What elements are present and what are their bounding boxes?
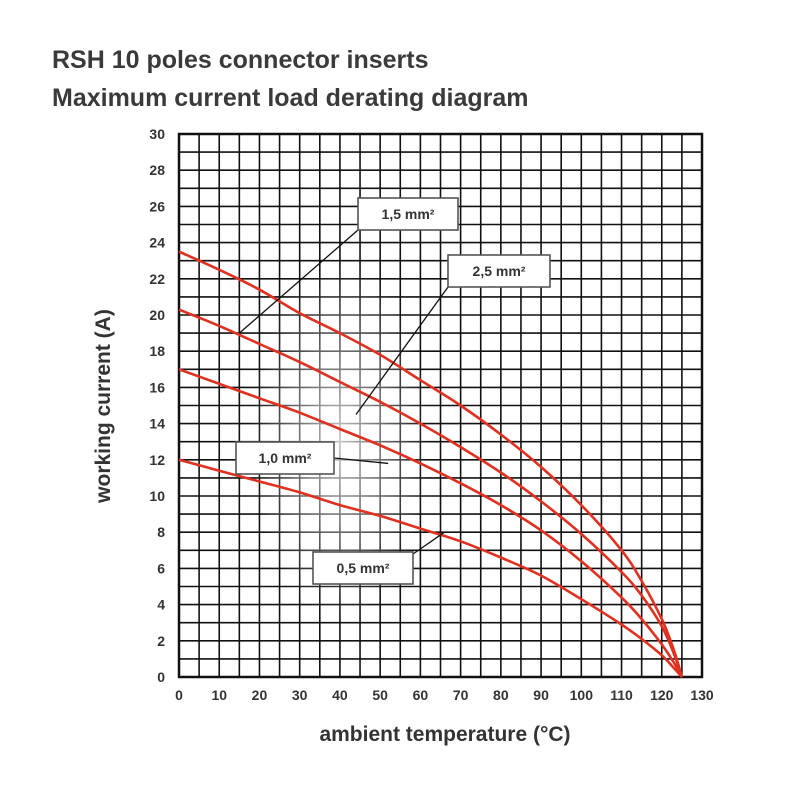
annotation-callout: 1,0 mm²	[235, 441, 389, 475]
y-tick-label: 4	[157, 597, 165, 613]
annotation-callout: 0,5 mm²	[312, 531, 445, 585]
annotation-leader-line	[412, 531, 445, 555]
y-tick-label: 22	[149, 271, 165, 287]
x-tick-label: 60	[413, 687, 429, 703]
annotation-box	[447, 254, 551, 288]
x-tick-label: 10	[211, 687, 227, 703]
y-tick-label: 18	[149, 343, 165, 359]
x-tick-label: 120	[650, 687, 674, 703]
y-tick-label: 20	[149, 307, 165, 323]
glare-overlay	[250, 260, 430, 620]
annotation-box	[235, 441, 335, 475]
y-tick-label: 14	[149, 416, 165, 432]
y-tick-label: 0	[157, 669, 165, 685]
x-tick-label: 110	[610, 687, 633, 703]
annotation-label: 0,5 mm²	[337, 560, 390, 576]
x-tick-label: 130	[690, 687, 714, 703]
annotation-callout: 1,5 mm²	[238, 197, 459, 334]
annotation-leader-line	[355, 286, 449, 415]
series-line-10-mm2	[178, 368, 684, 678]
y-tick-label: 6	[157, 560, 165, 576]
annotation-callout: 2,5 mm²	[355, 254, 551, 415]
grid	[178, 133, 703, 678]
series-line-25-mm2	[178, 308, 684, 678]
x-tick-label: 50	[372, 687, 388, 703]
y-tick-label: 28	[149, 162, 165, 178]
series-group	[178, 250, 684, 678]
annotation-box	[312, 551, 414, 585]
y-tick-label: 16	[149, 379, 165, 395]
annotation-label: 1,5 mm²	[382, 206, 435, 222]
y-tick-label: 26	[149, 198, 165, 214]
series-line-05-mm2	[178, 458, 683, 678]
y-tick-label: 24	[149, 235, 165, 251]
y-tick-label: 30	[149, 126, 165, 142]
x-tick-label: 40	[332, 687, 348, 703]
x-tick-label: 0	[175, 687, 183, 703]
x-tick-label: 20	[252, 687, 268, 703]
y-axis-label: working current (A)	[92, 309, 115, 504]
series-line-15-mm2	[178, 250, 684, 678]
annotation-leader-line	[333, 457, 389, 465]
annotation-group: 1,5 mm² 2,5 mm² 1,0 mm² 0,5 mm²	[235, 197, 551, 585]
y-tick-label: 2	[157, 633, 165, 649]
x-tick-label: 90	[533, 687, 549, 703]
y-tick-label: 8	[157, 524, 165, 540]
plot-border	[177, 132, 704, 679]
chart-title: RSH 10 poles connector inserts	[52, 46, 429, 74]
annotation-label: 1,0 mm²	[259, 450, 312, 466]
annotation-label: 2,5 mm²	[473, 263, 526, 279]
x-axis-ticks: 0 10 20 30 40 50 60 70 80 90 100 110 120 130	[175, 687, 714, 703]
x-tick-label: 70	[453, 687, 469, 703]
chart-subtitle: Maximum current load derating diagram	[52, 84, 529, 112]
x-tick-label: 30	[292, 687, 308, 703]
x-tick-label: 80	[493, 687, 509, 703]
annotation-box	[357, 197, 459, 231]
y-tick-label: 12	[149, 452, 165, 468]
x-tick-label: 100	[570, 687, 594, 703]
x-axis-label: ambient temperature (°C)	[319, 723, 570, 746]
annotation-leader-line	[238, 229, 359, 334]
plot-frame	[177, 132, 704, 679]
y-tick-label: 10	[149, 488, 165, 504]
